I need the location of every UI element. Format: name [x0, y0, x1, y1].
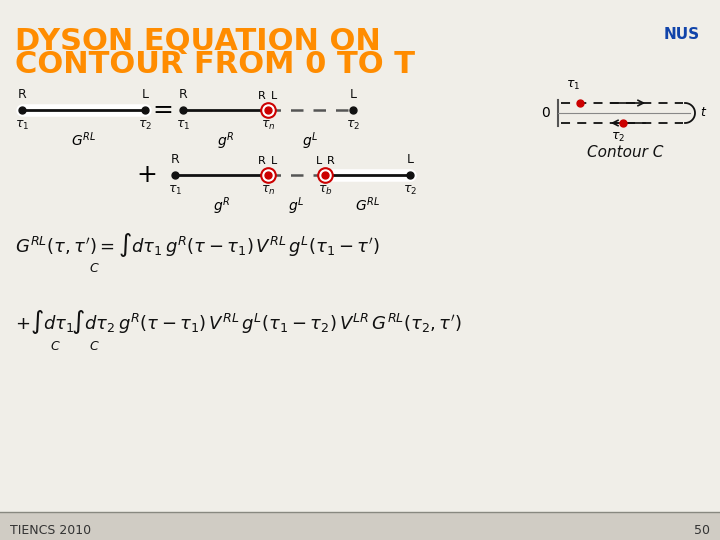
Text: $\tau_1$: $\tau_1$ [566, 79, 580, 92]
Text: $\tau_1$: $\tau_1$ [168, 184, 182, 197]
Text: =: = [153, 98, 174, 122]
Text: $\tau_n$: $\tau_n$ [261, 119, 275, 132]
Text: L: L [349, 88, 356, 101]
Text: C: C [50, 340, 59, 353]
Text: L: L [407, 153, 413, 166]
Text: R: R [258, 156, 266, 166]
Text: $g^R$: $g^R$ [217, 130, 234, 152]
Text: $G^{RL}(\tau,\tau') = \int d\tau_1\, g^R(\tau - \tau_1)\, V^{RL}\, g^L(\tau_1 - : $G^{RL}(\tau,\tau') = \int d\tau_1\, g^R… [15, 231, 380, 259]
Text: R: R [17, 88, 27, 101]
Text: $G^{RL}$: $G^{RL}$ [71, 130, 96, 148]
Text: L: L [271, 156, 277, 166]
Text: CONTOUR FROM 0 TO T: CONTOUR FROM 0 TO T [15, 50, 415, 79]
Text: $\tau_b$: $\tau_b$ [318, 184, 333, 197]
Text: $\tau_n$: $\tau_n$ [261, 184, 275, 197]
Text: TIENCS 2010: TIENCS 2010 [10, 523, 91, 537]
Text: C: C [89, 340, 99, 353]
Text: $g^L$: $g^L$ [288, 195, 305, 217]
Text: R: R [171, 153, 179, 166]
Text: $\tau_2$: $\tau_2$ [611, 131, 625, 144]
Text: $+\int d\tau_1\!\int d\tau_2\, g^R(\tau - \tau_1)\, V^{RL}\, g^L(\tau_1 - \tau_2: $+\int d\tau_1\!\int d\tau_2\, g^R(\tau … [15, 308, 462, 336]
Text: $\tau_1$: $\tau_1$ [176, 119, 190, 132]
Text: Contour C: Contour C [587, 145, 663, 160]
Text: t: t [700, 106, 705, 119]
Text: $\tau_2$: $\tau_2$ [403, 184, 417, 197]
Text: 50: 50 [694, 523, 710, 537]
Text: +: + [137, 163, 158, 187]
Text: $g^R$: $g^R$ [213, 195, 230, 217]
Text: C: C [89, 262, 99, 275]
Text: $\tau_2$: $\tau_2$ [346, 119, 360, 132]
Text: L: L [142, 88, 148, 101]
Text: 0: 0 [541, 106, 550, 120]
Text: L: L [316, 156, 322, 166]
FancyBboxPatch shape [0, 512, 720, 540]
Text: $G^{RL}$: $G^{RL}$ [355, 195, 380, 214]
Text: R: R [179, 88, 187, 101]
Text: NUS: NUS [664, 27, 700, 42]
Text: $g^L$: $g^L$ [302, 130, 319, 152]
Text: DYSON EQUATION ON: DYSON EQUATION ON [15, 27, 381, 56]
Text: R: R [327, 156, 335, 166]
Text: $\tau_1$: $\tau_1$ [15, 119, 29, 132]
Text: L: L [271, 91, 277, 101]
Text: $\tau_2$: $\tau_2$ [138, 119, 152, 132]
Text: R: R [258, 91, 266, 101]
